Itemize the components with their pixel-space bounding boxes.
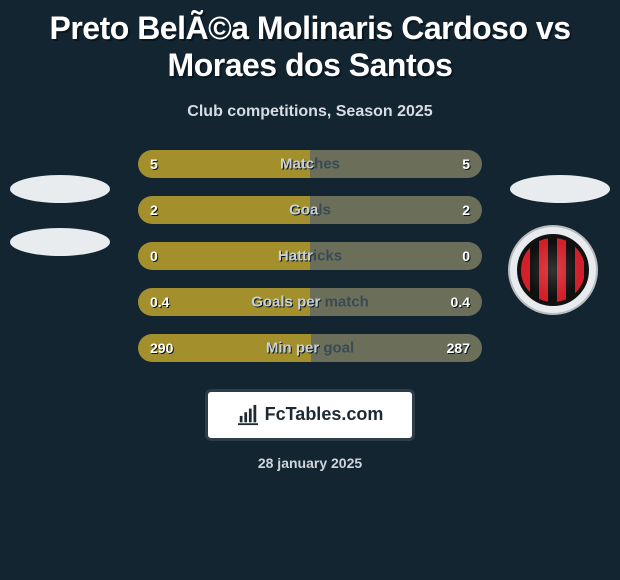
stat-row: 290287Min per goal <box>0 325 620 371</box>
bar-right-fill <box>310 196 482 224</box>
footer-date: 28 january 2025 <box>0 455 620 471</box>
stat-label-right-half: match <box>320 293 368 310</box>
stat-label-right-half: hes <box>314 155 340 172</box>
stat-label: Hattricks <box>278 247 342 264</box>
stat-bar: 00Hattricks <box>138 242 482 270</box>
chart-icon <box>237 404 259 426</box>
stat-label-right-half: goal <box>319 339 354 356</box>
stat-bar: 55Matches <box>138 150 482 178</box>
crest-stripes <box>517 234 589 306</box>
stat-label: Min per goal <box>266 339 354 356</box>
right-team-badge-placeholder <box>510 175 610 203</box>
stat-label: Goals <box>289 201 331 218</box>
stat-label-left-half: Hattr <box>278 247 313 264</box>
stat-label-right-half: ls <box>318 201 331 218</box>
stat-bar: 290287Min per goal <box>138 334 482 362</box>
brand-text: FcTables.com <box>265 404 384 425</box>
stat-label-left-half: Goa <box>289 201 318 218</box>
stat-label: Goals per match <box>251 293 369 310</box>
right-team-crest <box>508 225 598 315</box>
page-title: Preto BelÃ©a Molinaris Cardoso vs Moraes… <box>0 0 620 89</box>
stat-bar: 0.40.4Goals per match <box>138 288 482 316</box>
stat-bar: 22Goals <box>138 196 482 224</box>
comparison-infographic: Preto BelÃ©a Molinaris Cardoso vs Moraes… <box>0 0 620 580</box>
stat-label-right-half: icks <box>313 247 342 264</box>
page-subtitle: Club competitions, Season 2025 <box>0 103 620 121</box>
brand-badge: FcTables.com <box>205 389 415 441</box>
stat-label-left-half: Min per <box>266 339 319 356</box>
bar-left-fill <box>138 196 310 224</box>
stat-label-left-half: Matc <box>280 155 314 172</box>
left-team-badge-placeholder-2 <box>10 228 110 256</box>
stat-label: Matches <box>280 155 340 172</box>
left-team-badge-placeholder-1 <box>10 175 110 203</box>
stat-label-left-half: Goals per <box>251 293 320 310</box>
